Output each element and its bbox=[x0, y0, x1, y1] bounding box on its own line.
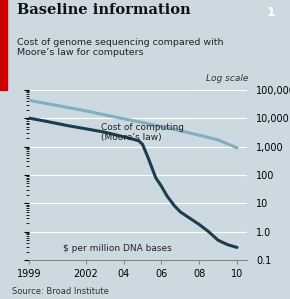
Text: Source: Broad Institute: Source: Broad Institute bbox=[12, 287, 108, 296]
Text: Cost of genome sequencing compared with
Moore’s law for computers: Cost of genome sequencing compared with … bbox=[17, 38, 224, 57]
Text: $ per million DNA bases: $ per million DNA bases bbox=[63, 244, 172, 253]
Bar bbox=[0, 0, 7, 90]
Text: Log scale: Log scale bbox=[206, 74, 249, 83]
Text: Cost of computing
(Moore’s law): Cost of computing (Moore’s law) bbox=[101, 123, 184, 142]
Text: Baseline information: Baseline information bbox=[17, 3, 191, 17]
